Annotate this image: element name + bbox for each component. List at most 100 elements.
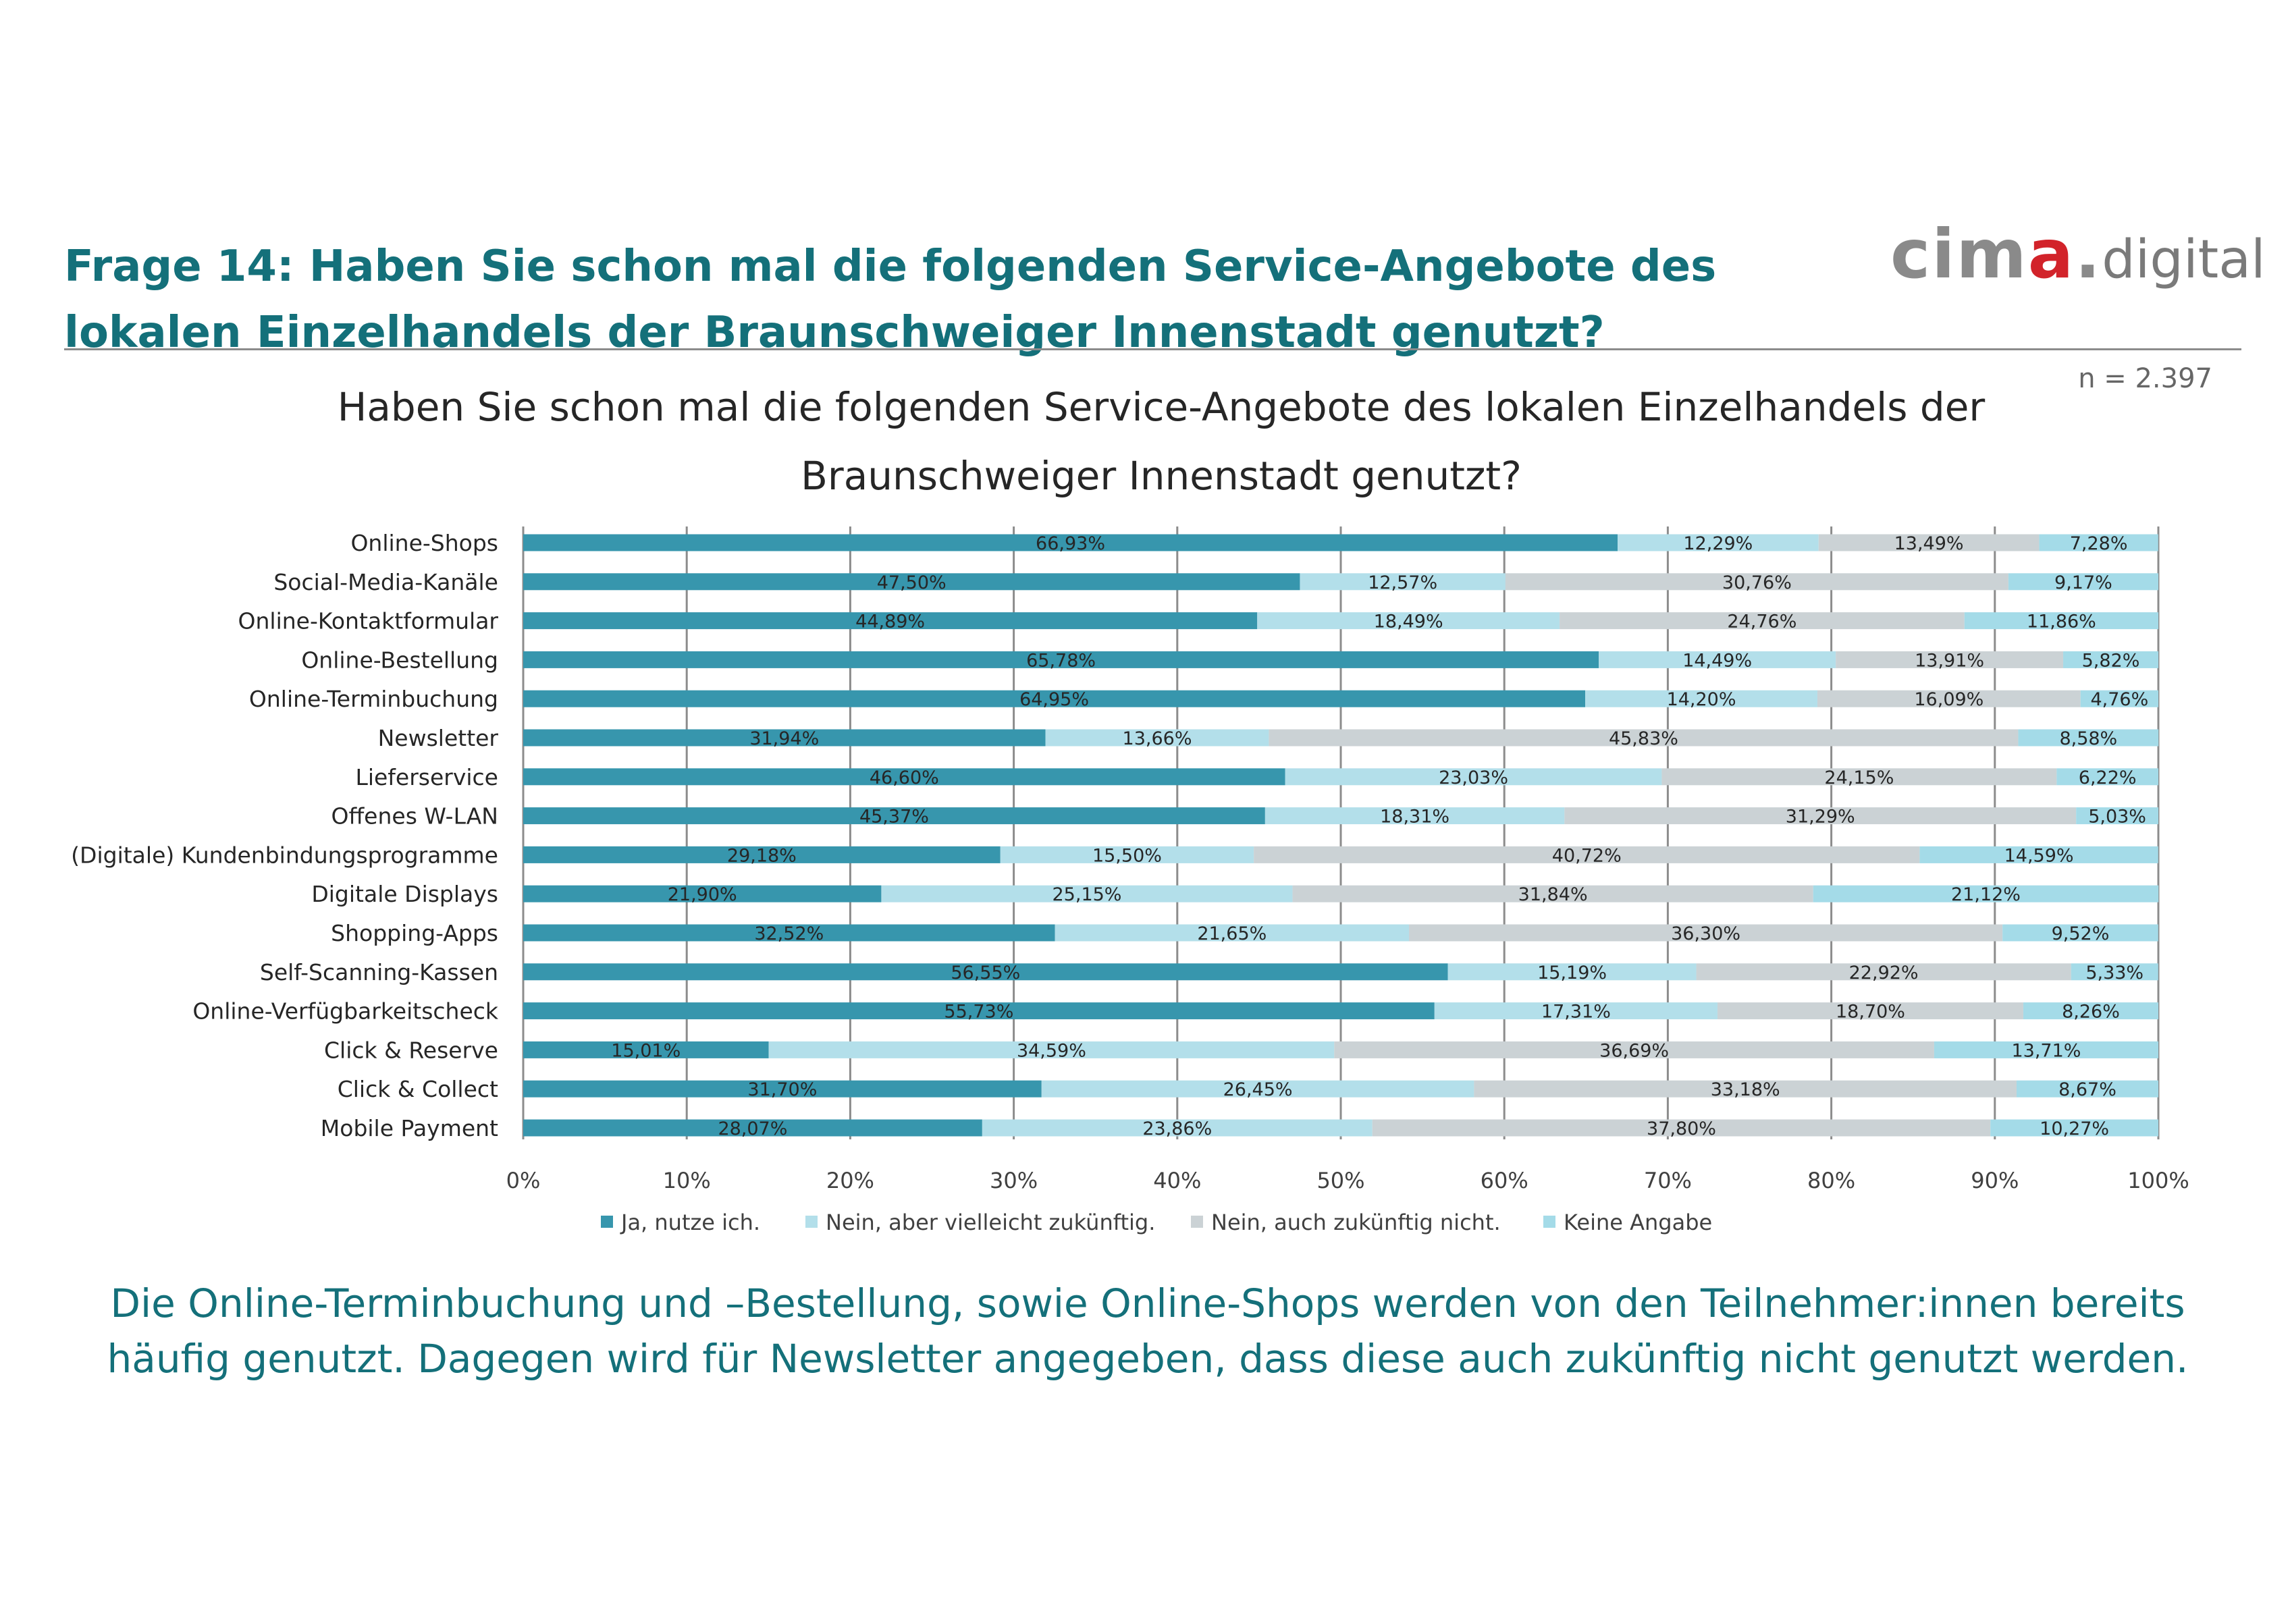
data-label: 36,69% xyxy=(1599,1040,1669,1061)
bar-segment xyxy=(523,924,1055,942)
data-label: 5,82% xyxy=(2082,650,2140,671)
data-label: 18,31% xyxy=(1380,807,1449,828)
cima-digital-logo: cima.digital xyxy=(1890,215,2266,294)
x-tick-label: 70% xyxy=(1644,1168,1692,1193)
data-label: 31,29% xyxy=(1786,807,1855,828)
legend-swatch xyxy=(1543,1216,1555,1228)
bar-segment xyxy=(1813,885,2159,902)
bar-segment xyxy=(982,1119,1373,1137)
data-label: 10,27% xyxy=(2040,1118,2109,1139)
bar-segment xyxy=(2080,690,2158,707)
category-label: Social-Media-Kanäle xyxy=(273,569,498,595)
category-label: Self-Scanning-Kassen xyxy=(260,959,498,985)
bar-segment xyxy=(523,651,1599,668)
data-label: 17,31% xyxy=(1541,1002,1611,1023)
bar-segment xyxy=(523,612,1258,630)
bar-segment xyxy=(1505,573,2008,591)
legend-label: Nein, auch zukünftig nicht. xyxy=(1211,1210,1501,1235)
bar-segment xyxy=(1334,1041,1934,1058)
category-label: Click & Reserve xyxy=(324,1037,498,1063)
x-tick-label: 100% xyxy=(2127,1168,2189,1193)
data-label: 34,59% xyxy=(1017,1040,1086,1061)
data-label: 24,15% xyxy=(1824,767,1894,788)
bar-segment xyxy=(1964,612,2158,630)
bar-segment xyxy=(2076,807,2158,825)
bar-segment xyxy=(2017,1080,2158,1098)
bar-segment xyxy=(881,885,1293,902)
bar-segment xyxy=(768,1041,1335,1058)
data-label: 18,70% xyxy=(1836,1002,1905,1023)
category-label: Offenes W-LAN xyxy=(331,803,498,830)
x-tick-label: 50% xyxy=(1316,1168,1364,1193)
data-label: 36,30% xyxy=(1671,923,1740,944)
category-label: Online-Verfügbarkeitscheck xyxy=(192,998,499,1025)
bar-segment xyxy=(523,729,1046,747)
data-label: 5,33% xyxy=(2085,963,2143,983)
bar-segment xyxy=(523,768,1285,786)
bar-segment xyxy=(1718,1002,2023,1020)
data-label: 65,78% xyxy=(1026,650,1096,671)
bar-segment xyxy=(1254,846,1920,863)
bar-segment xyxy=(1474,1080,2017,1098)
bar-segment xyxy=(523,1080,1042,1098)
data-label: 55,73% xyxy=(944,1002,1013,1023)
x-tick-label: 40% xyxy=(1153,1168,1201,1193)
data-label: 26,45% xyxy=(1223,1079,1293,1100)
data-label: 45,83% xyxy=(1609,728,1678,749)
bar-segment xyxy=(1041,1080,1474,1098)
x-tick-label: 80% xyxy=(1807,1168,1855,1193)
bar-segment xyxy=(2008,573,2158,591)
bar-segment xyxy=(1372,1119,1991,1137)
x-tick-label: 30% xyxy=(990,1168,1038,1193)
bar-segment xyxy=(1585,690,1818,707)
bar-segment xyxy=(523,1002,1435,1020)
data-label: 9,52% xyxy=(2052,923,2110,944)
sample-size-label: n = 2.397 xyxy=(2078,363,2212,394)
bar-segment xyxy=(1661,768,2057,786)
summary-text: Die Online-Terminbuchung und –Bestellung… xyxy=(107,1280,2189,1382)
bar-segment xyxy=(523,534,1618,551)
data-label: 47,50% xyxy=(877,572,947,593)
x-tick-label: 10% xyxy=(663,1168,711,1193)
category-label: Newsletter xyxy=(378,725,499,751)
category-label: Online-Kontaktformular xyxy=(238,608,499,634)
bar-segment xyxy=(1817,690,2081,707)
data-label: 46,60% xyxy=(870,767,939,788)
bar-segment xyxy=(523,885,882,902)
x-tick-label: 60% xyxy=(1481,1168,1528,1193)
bar-segment xyxy=(2039,534,2158,551)
bar-segment xyxy=(1434,1002,1718,1020)
data-label: 7,28% xyxy=(2070,533,2128,554)
category-label: Online-Shops xyxy=(350,530,498,556)
bar-segment xyxy=(1447,963,1697,981)
category-label: Shopping-Apps xyxy=(331,920,498,946)
bar-segment xyxy=(2056,768,2158,786)
data-label: 31,84% xyxy=(1518,884,1588,905)
data-label: 21,12% xyxy=(1951,884,2021,905)
data-label: 8,58% xyxy=(2059,728,2117,749)
category-label: Digitale Displays xyxy=(311,881,498,907)
data-label: 15,50% xyxy=(1092,845,1162,866)
data-label: 64,95% xyxy=(1019,689,1089,710)
bar-segment xyxy=(1560,612,1965,630)
data-label: 16,09% xyxy=(1914,689,1983,710)
bar-segment xyxy=(1285,768,1662,786)
legend-label: Ja, nutze ich. xyxy=(620,1210,760,1235)
data-label: 30,76% xyxy=(1722,572,1792,593)
data-label: 12,57% xyxy=(1368,572,1437,593)
data-label: 23,86% xyxy=(1142,1118,1212,1139)
data-label: 18,49% xyxy=(1374,612,1443,632)
x-tick-label: 20% xyxy=(826,1168,874,1193)
data-label: 40,72% xyxy=(1552,845,1622,866)
category-label: Mobile Payment xyxy=(321,1115,498,1141)
heading-divider xyxy=(64,348,2241,350)
bar-segment xyxy=(1618,534,1819,551)
bar-segment xyxy=(2018,729,2159,747)
bar-segment xyxy=(1000,846,1254,863)
legend-label: Nein, aber vielleicht zukünftig. xyxy=(826,1210,1155,1235)
bar-segment xyxy=(2002,924,2158,942)
data-label: 14,20% xyxy=(1667,689,1736,710)
data-label: 29,18% xyxy=(727,845,797,866)
data-label: 25,15% xyxy=(1053,884,1122,905)
category-label: Lieferservice xyxy=(355,764,498,790)
